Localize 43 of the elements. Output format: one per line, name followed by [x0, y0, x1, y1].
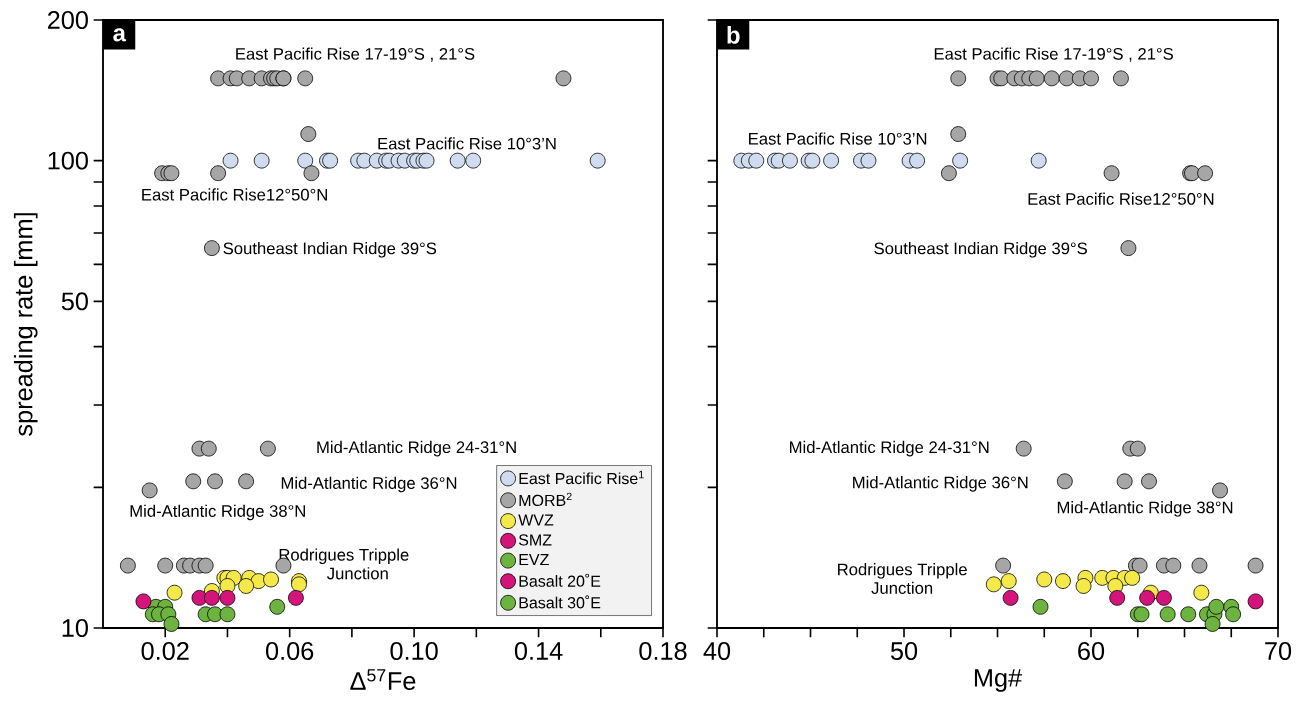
annotation: East Pacific Rise 10°3’N — [749, 132, 927, 145]
annotation: Junction — [871, 581, 933, 594]
x-tick-label: 0.06 — [266, 642, 314, 660]
annotation: East Pacific Rise 17-19°S , 21°S — [236, 47, 475, 62]
annotation: Southeast Indian Ridge 39°S — [874, 242, 1087, 258]
annotation: East Pacific Rise12°50°N — [1028, 192, 1214, 205]
annotation: Mid-Atlantic Ridge 24-31°N — [317, 440, 516, 457]
chart-title: a — [113, 28, 127, 42]
legend-label: MORB$^{2}$ — [519, 492, 572, 507]
x-tick-label: 70 — [1265, 642, 1292, 660]
x-axis-title: Mg# — [974, 669, 1023, 692]
annotation: Mid-Atlantic Ridge 36°N — [281, 476, 457, 493]
annotation: Junction — [327, 567, 388, 580]
x-tick-label: 0.14 — [514, 642, 563, 660]
y-tick-label: 10 — [62, 619, 88, 637]
x-tick-label: 0.02 — [141, 642, 189, 660]
chart-title: b — [727, 26, 740, 44]
annotation: Rodrigues Tripple — [838, 563, 967, 579]
y-axis-title: spreading rate [mm] — [13, 213, 38, 436]
x-axis-title: Δ$^{57}$Fe — [350, 669, 416, 690]
annotation: Mid-Atlantic Ridge 38°N — [130, 504, 305, 521]
x-tick-label: 60 — [1078, 642, 1105, 660]
annotation: Southeast Indian Ridge 39°S — [223, 242, 437, 258]
x-tick-label: 0.10 — [390, 642, 438, 660]
x-tick-label: 0.18 — [639, 642, 687, 660]
legend-label: East Pacific Rise$^{1}$ — [519, 470, 644, 485]
legend-label: EVZ — [519, 554, 549, 566]
annotation: Mid-Atlantic Ridge 36°N — [853, 476, 1028, 492]
annotation: Rodrigues Tripple — [279, 548, 409, 565]
annotation: East Pacific Rise 10°3’N — [378, 137, 556, 150]
y-tick-label: 50 — [61, 292, 88, 311]
annotation: Mid-Atlantic Ridge 24-31°N — [790, 440, 989, 457]
y-tick-label: 100 — [48, 151, 88, 170]
y-tick-label: 200 — [47, 11, 88, 29]
x-tick-label: 50 — [890, 642, 918, 660]
legend-label: Basalt 30˚E — [519, 595, 601, 609]
legend-label: SMZ — [518, 534, 552, 546]
annotation: East Pacific Rise12°50°N — [142, 188, 327, 201]
legend-label: WVZ — [518, 514, 554, 526]
annotation: Mid-Atlantic Ridge 38°N — [1057, 501, 1233, 517]
annotation: East Pacific Rise 17-19°S , 21°S — [934, 47, 1173, 62]
x-tick-label: 40 — [703, 642, 731, 660]
legend-label: Basalt 20˚E — [519, 573, 601, 587]
